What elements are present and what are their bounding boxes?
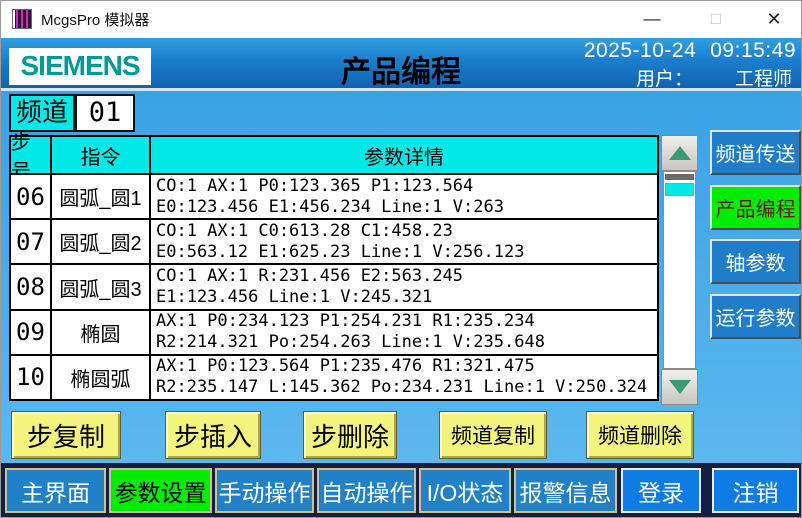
param-line-2: R2:214.321 Po:254.263 Line:1 V:235.648 [156, 332, 545, 353]
table-header-row: 步号 指令 参数详情 [11, 132, 657, 183]
sidebar-button-product-programming[interactable]: 产品编程 [710, 185, 801, 230]
page-title: 产品编程 [341, 56, 461, 89]
down-arrow-icon [668, 380, 691, 394]
page-header: SIEMENS 产品编程 2025-10-24 09:15:49 用户： 工程师 [1, 38, 801, 91]
param-line-1: AX:1 P0:123.564 P1:235.476 R1:321.475 [156, 356, 535, 377]
param-line-1: CO:1 AX:1 C0:613.28 C1:458.23 [156, 220, 453, 241]
minimize-button[interactable]: — [643, 9, 661, 28]
channel-copy-button[interactable]: 频道复制 [439, 411, 547, 459]
nav-logout-button[interactable]: 注销 [712, 468, 799, 513]
step-delete-button[interactable]: 步删除 [303, 411, 397, 459]
step-command: 椭圆 [80, 323, 121, 346]
step-command: 圆弧_圆2 [59, 233, 142, 256]
channel-delete-button[interactable]: 频道删除 [586, 411, 694, 459]
bottom-navbar: 主界面 参数设置 手动操作 自动操作 I/O状态 报警信息 登录 注销 [1, 463, 801, 517]
siemens-logo: SIEMENS [9, 48, 151, 85]
user-name: 工程师 [734, 69, 792, 90]
nav-manual-operation[interactable]: 手动操作 [215, 468, 314, 513]
nav-login-button[interactable]: 登录 [621, 468, 701, 513]
sidebar-button-axis-params[interactable]: 轴参数 [710, 239, 801, 284]
step-number: 08 [16, 273, 45, 301]
steps-table: 步号 指令 参数详情 06 圆弧_圆1 CO:1 AX:1 P0:123.365… [9, 132, 659, 401]
maximize-button: □ [710, 9, 722, 28]
header-status: 2025-10-24 09:15:49 用户： 工程师 [584, 39, 796, 91]
nav-param-settings[interactable]: 参数设置 [109, 468, 212, 513]
step-insert-button[interactable]: 步插入 [165, 411, 261, 459]
user-label: 用户： [635, 69, 693, 90]
sidebar-button-channel-transfer[interactable]: 频道传送 [710, 130, 801, 175]
main-panel: 频道 01 步号 指令 参数详情 06 圆弧_圆1 CO:1 AX:1 P0:1… [1, 91, 801, 463]
step-number: 10 [16, 363, 45, 392]
step-command: 圆弧_圆3 [59, 278, 142, 301]
param-line-1: CO:1 AX:1 P0:123.365 P1:123.564 [156, 175, 474, 196]
close-button[interactable]: ✕ [766, 9, 782, 29]
table-row[interactable]: 06 圆弧_圆1 CO:1 AX:1 P0:123.365 P1:123.564… [11, 175, 657, 221]
param-line-2: R2:235.147 L:145.362 Po:234.231 Line:1 V… [156, 377, 648, 398]
user-line: 用户： 工程师 [584, 64, 796, 91]
param-line-2: E0:563.12 E1:625.23 Line:1 V:256.123 [156, 241, 525, 262]
step-number: 06 [16, 182, 45, 211]
nav-io-status[interactable]: I/O状态 [419, 468, 511, 513]
param-line-2: E1:123.456 Line:1 V:245.321 [156, 287, 433, 307]
param-line-1: AX:1 P0:234.123 P1:254.231 R1:235.234 [156, 311, 535, 332]
window-title: McgsPro 模拟器 [41, 12, 150, 29]
date-text: 2025-10-24 [583, 39, 697, 62]
col-header-step: 步号 [11, 132, 52, 183]
scrollbar-mark [665, 174, 694, 180]
param-line-2: E0:123.456 E1:456.234 Line:1 V:263 [156, 196, 504, 217]
window-titlebar: McgsPro 模拟器 — □ ✕ [1, 1, 801, 38]
app-icon [12, 9, 32, 29]
time-text: 09:15:49 [710, 39, 796, 62]
nav-auto-operation[interactable]: 自动操作 [317, 468, 416, 513]
nav-main-screen[interactable]: 主界面 [5, 468, 106, 513]
table-scrollbar [661, 135, 698, 405]
up-arrow-icon [668, 146, 691, 160]
table-row[interactable]: 08 圆弧_圆3 CO:1 AX:1 R:231.456 E2:563.245 … [11, 265, 657, 311]
step-number: 09 [16, 318, 45, 347]
scroll-down-button[interactable] [661, 369, 698, 405]
table-row[interactable]: 10 椭圆弧 AX:1 P0:123.564 P1:235.476 R1:321… [11, 355, 657, 400]
scrollbar-track[interactable] [663, 171, 696, 369]
nav-alarm-info[interactable]: 报警信息 [514, 468, 617, 513]
scrollbar-thumb[interactable] [665, 183, 694, 196]
step-command: 圆弧_圆1 [59, 188, 142, 211]
datetime: 2025-10-24 09:15:49 [584, 39, 796, 63]
col-header-cmd: 指令 [52, 137, 151, 173]
param-line-1: CO:1 AX:1 R:231.456 E2:563.245 [156, 266, 464, 286]
step-command: 椭圆弧 [70, 368, 131, 391]
scroll-up-button[interactable] [661, 135, 698, 171]
channel-value-field[interactable]: 01 [75, 94, 135, 132]
sidebar-button-run-params[interactable]: 运行参数 [710, 294, 801, 339]
channel-label: 频道 [9, 94, 75, 132]
step-number: 07 [16, 227, 45, 256]
step-copy-button[interactable]: 步复制 [11, 411, 121, 459]
col-header-params: 参数详情 [364, 146, 444, 169]
table-row[interactable]: 07 圆弧_圆2 CO:1 AX:1 C0:613.28 C1:458.23 E… [11, 220, 657, 266]
table-row[interactable]: 09 椭圆 AX:1 P0:234.123 P1:254.231 R1:235.… [11, 310, 657, 356]
